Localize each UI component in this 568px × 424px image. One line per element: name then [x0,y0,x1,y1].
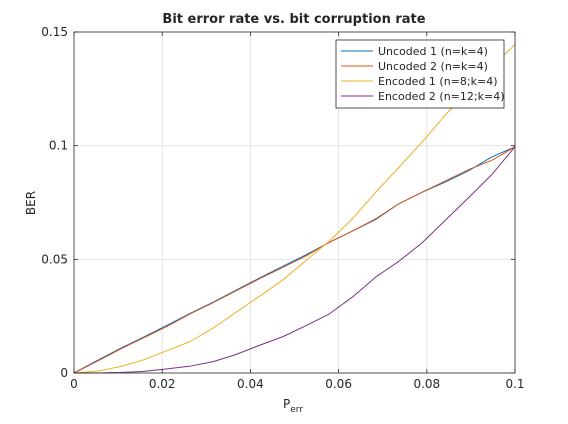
series-line-4 [74,146,516,374]
x-tick-label: 0.1 [505,377,524,391]
legend-label-3: Encoded 1 (n=8;k=4) [378,75,498,88]
y-tick-label: 0 [60,366,68,380]
x-axis-label-subscript: err [290,405,303,415]
y-axis-label: BER [24,191,38,215]
series-line-3 [73,44,516,374]
x-tick-label: 0.08 [413,377,440,391]
series-line-2 [73,146,516,374]
y-tick-label: 0.05 [41,252,68,266]
x-axis-label: Perr [283,397,303,415]
legend: Uncoded 1 (n=k=4) Uncoded 2 (n=k=4) Encode… [335,39,504,109]
legend-label-4: Encoded 2 (n=12;k=4) [378,90,504,103]
series-line-1 [73,146,516,374]
x-tick-label: 0 [70,377,78,391]
chart-title: Bit error rate vs. bit corruption rate [162,12,425,27]
x-tick-label: 0.02 [149,377,176,391]
y-tick-label: 0.15 [41,25,68,39]
legend-label-2: Uncoded 2 (n=k=4) [378,60,488,73]
x-axis-label-main: P [283,397,290,411]
x-tick-label: 0.04 [237,377,264,391]
plot-area: 0 0.02 0.04 0.06 0.08 0.1 0 0.05 0.1 0.15 Uncoded … [41,25,524,391]
legend-label-1: Uncoded 1 (n=k=4) [378,45,488,58]
y-tick-label: 0.1 [49,139,68,153]
x-tick-label: 0.06 [325,377,352,391]
axes-box [73,31,516,374]
